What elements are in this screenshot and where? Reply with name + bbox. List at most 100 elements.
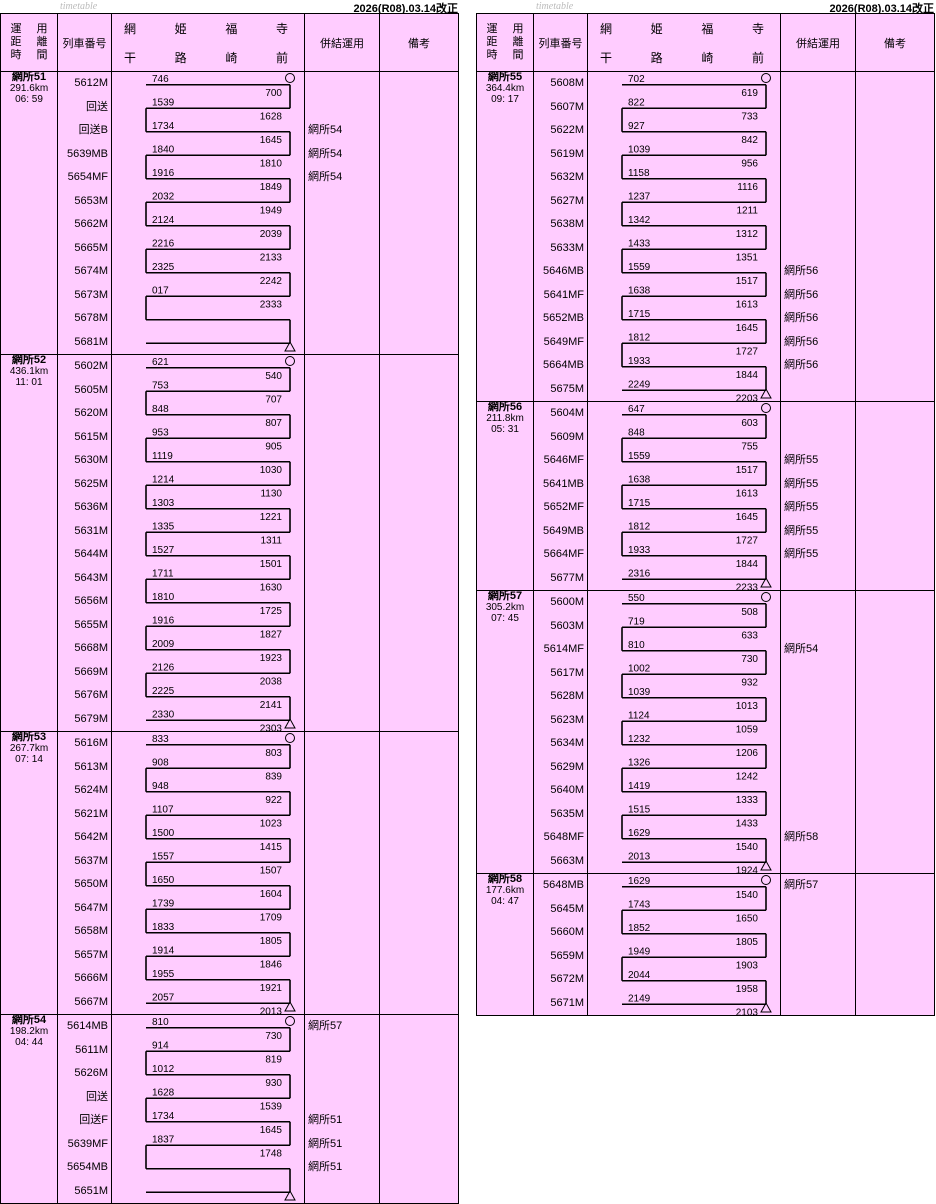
time-label: 1540: [736, 890, 759, 901]
time-label: 1557: [152, 851, 175, 862]
train-number: 5634M: [550, 737, 584, 749]
merge-operation: [784, 237, 855, 261]
train-number: 5641MB: [543, 477, 584, 490]
time-label: 1613: [736, 299, 759, 310]
time-label: 1629: [628, 876, 651, 887]
time-label: 2103: [736, 1007, 759, 1015]
merge-operation: [784, 709, 855, 733]
train-number: 5639MF: [67, 1137, 108, 1150]
merge-header: 併結運用: [304, 13, 380, 72]
train-number: 5604M: [550, 407, 584, 419]
merge-operation: [308, 1180, 379, 1203]
operation-info: 網所56 211.8km 05: 31: [476, 401, 534, 591]
time-label: 927: [628, 121, 645, 132]
train-number: 回送B: [78, 124, 108, 136]
train-number-list: 5600M 5603M 5614MF 5617M 5628M 5623M 5634M 5629…: [533, 590, 588, 874]
time-label: 1709: [260, 912, 283, 923]
train-number: 5678M: [74, 312, 108, 324]
timetable-sheet-left: timetable 2026(R08).03.14改正 運 用距 離時 間列車番…: [0, 0, 460, 1204]
merge-list: 網所54 網所54 網所54: [304, 71, 380, 355]
merge-operation: [308, 803, 379, 827]
ops-header-label: 時 間: [486, 49, 530, 61]
remarks-cell: [855, 71, 935, 402]
time-label: 1914: [152, 945, 175, 956]
merge-operation: [784, 779, 855, 803]
time-label: 1107: [152, 804, 174, 815]
train-number: 5632M: [550, 171, 584, 183]
train-number: 5625M: [74, 477, 108, 490]
time-label: 2126: [152, 662, 175, 673]
train-number: 5639MB: [67, 147, 108, 160]
operation-name: 網所56: [487, 401, 523, 413]
merge-operation: [308, 708, 379, 731]
stations-header: 網 姫 福 寺干 路 崎 前: [587, 13, 781, 72]
merge-operation: [784, 592, 855, 615]
operation-distance: 291.6km: [9, 83, 49, 94]
train-number: 5651M: [74, 1184, 108, 1197]
time-label: 1206: [736, 748, 759, 759]
merge-operation: [308, 920, 379, 944]
time-label: 1012: [152, 1064, 175, 1075]
train-number: 5677M: [550, 571, 584, 584]
route-diagram: 1629 1540 1743 1650 1852 1805 1949 1903 2044 1958…: [621, 875, 772, 1015]
time-label: 700: [265, 88, 282, 99]
merge-operation: [308, 496, 379, 520]
station-name-bottom: 路: [174, 50, 187, 65]
train-number-list: 5614MB 5611M 5626M 回送 回送F 5639MF 5654MB 5651M: [57, 1014, 112, 1204]
train-number: 5648MB: [543, 879, 584, 891]
merge-operation: [784, 968, 855, 992]
time-label: 1924: [736, 865, 759, 873]
merge-operation: [784, 567, 855, 590]
time-label: 1232: [628, 734, 651, 745]
train-number: 5614MF: [543, 643, 584, 655]
time-label: 1715: [628, 498, 651, 509]
merge-operation: 網所51: [308, 1161, 343, 1173]
operation-section: 網所52 436.1km 11: 01 5602M 5605M 5620M 5615M 563…: [0, 354, 459, 732]
merge-operation: [784, 426, 855, 450]
time-label: 1539: [260, 1101, 283, 1112]
merge-operation: [784, 662, 855, 686]
time-label: 621: [152, 357, 169, 368]
train-number-header: 列車番号: [57, 13, 112, 72]
time-label: 2203: [736, 393, 759, 401]
time-label: 1725: [260, 606, 283, 617]
train-number: 5675M: [550, 382, 584, 395]
watermark: timetable: [60, 1, 98, 12]
time-label: 1827: [260, 629, 283, 640]
time-label: 2303: [260, 723, 283, 731]
time-label: 633: [741, 630, 758, 641]
train-number: 5633M: [550, 241, 584, 254]
end-triangle-icon: [760, 1001, 772, 1013]
time-label: 1933: [628, 356, 651, 367]
merge-operation: 網所56: [784, 335, 819, 348]
start-circle-icon: [761, 403, 771, 413]
merge-operation: [308, 331, 379, 354]
merge-operation: [308, 213, 379, 237]
merge-operation: [784, 403, 855, 426]
merge-operation: 網所55: [784, 454, 819, 466]
time-label: 1846: [260, 959, 283, 970]
time-label: 2044: [628, 970, 651, 981]
time-label: 1837: [152, 1134, 175, 1145]
time-label: 1023: [260, 818, 283, 829]
route-diagram: 621 540 753 707 848 807 953 905 1119 1030 1214 1130…: [145, 356, 296, 731]
ops-header-label: 運 用: [486, 23, 530, 35]
train-number: 5646MF: [543, 454, 584, 466]
train-number: 5649MB: [543, 524, 584, 537]
train-number: 5627M: [550, 194, 584, 207]
merge-operation: [784, 166, 855, 190]
time-label: 1840: [152, 144, 175, 155]
stations-header: 網 姫 福 寺干 路 崎 前: [111, 13, 305, 72]
remarks-cell: [379, 354, 459, 732]
merge-list: 網所56 網所56 網所56 網所56 網所56: [780, 71, 856, 402]
merge-operation: 網所54: [308, 171, 343, 183]
time-label: 2333: [260, 299, 283, 310]
train-number: 5637M: [74, 854, 108, 867]
merge-operation: [308, 756, 379, 780]
merge-operation: [308, 850, 379, 874]
merge-operation: [308, 826, 379, 850]
train-number-list: 5648MB 5645M 5660M 5659M 5672M 5671M: [533, 873, 588, 1016]
time-label: 2013: [260, 1006, 283, 1014]
train-number: 5657M: [74, 948, 108, 961]
train-number: 5616M: [74, 737, 108, 749]
